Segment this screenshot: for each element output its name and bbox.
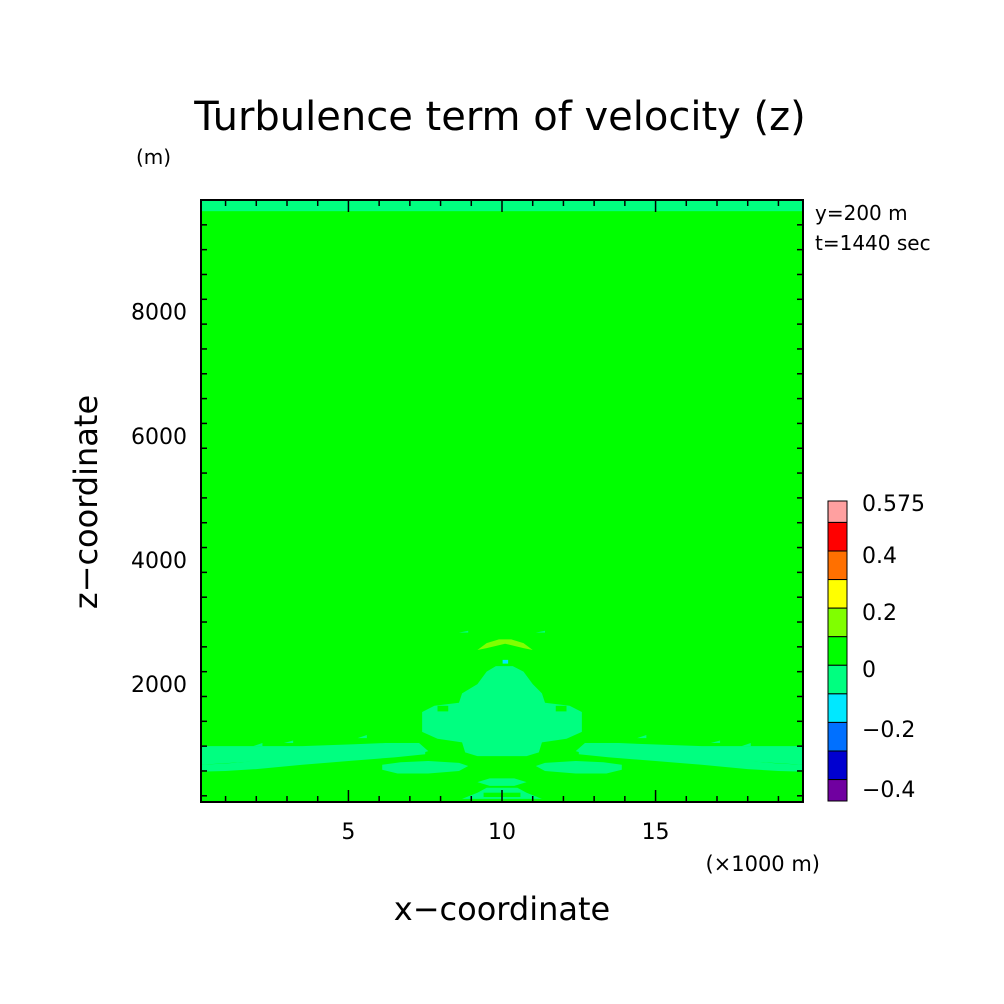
colorbar-label: 0.4 — [862, 544, 897, 569]
colorbar-swatch — [827, 521, 848, 552]
contour-low-blob-right — [535, 761, 622, 774]
colorbar-swatch — [827, 500, 848, 523]
contour-fleck-4 — [710, 740, 721, 744]
y-tick-label: 2000 — [131, 673, 187, 698]
x-unit-label: (×1000 m) — [705, 852, 820, 876]
axes: 5 10 15 2000 4000 6000 8000 — [131, 199, 804, 845]
y-axis-label: z−coordinate — [67, 395, 105, 609]
colorbar-swatch — [827, 721, 848, 752]
y-tick-label: 8000 — [131, 301, 187, 326]
contour-fleck-5 — [741, 743, 751, 747]
colorbar-label: 0.2 — [862, 601, 897, 626]
contour-bottom-blob — [477, 778, 527, 786]
contour-right-band — [575, 743, 803, 765]
contour-right-band-lower — [578, 749, 803, 772]
chart-title: Turbulence term of velocity (z) — [193, 94, 806, 140]
contour-low-blob-left — [382, 761, 469, 774]
x-tick-label: 5 — [341, 820, 355, 845]
colorbar-swatch — [827, 550, 848, 581]
colorbar-label: −0.4 — [862, 778, 915, 803]
colorbar-swatch — [827, 779, 848, 802]
colorbar-swatch — [827, 664, 848, 695]
colorbar-label: 0.575 — [862, 492, 925, 517]
contour-fleck-0 — [253, 743, 263, 747]
x-tick-label: 10 — [488, 820, 516, 845]
annotation-t: t=1440 sec — [815, 231, 931, 255]
colorbar-swatch — [827, 607, 848, 638]
colorbar-swatch — [827, 579, 848, 609]
contour-fleck-3 — [637, 734, 647, 739]
colorbar-swatch — [827, 750, 848, 781]
contour-central-plume — [422, 666, 582, 757]
contour-small-spot — [502, 659, 509, 664]
plume-notch-left — [437, 705, 449, 712]
colorbar-swatch — [827, 636, 848, 666]
contour-fleck-1 — [283, 740, 294, 744]
y-tick-label: 4000 — [131, 549, 187, 574]
contour-left-band-lower — [201, 749, 426, 772]
contour-positive-arc — [477, 639, 533, 650]
annotation-y: y=200 m — [815, 201, 908, 225]
y-tick-label: 6000 — [131, 425, 187, 450]
x-tick-label: 15 — [642, 820, 670, 845]
contour-fleck-2 — [357, 734, 367, 739]
contour-fleck-6 — [459, 630, 469, 633]
colorbar-label: 0 — [862, 658, 876, 683]
plot-area — [201, 200, 803, 802]
y-unit-label: (m) — [136, 145, 171, 169]
plume-notch-right — [555, 705, 567, 712]
contour-fleck-7 — [535, 630, 545, 633]
colorbar-label: −0.2 — [862, 718, 915, 743]
contour-left-band — [201, 743, 429, 765]
colorbar-swatch — [827, 693, 848, 723]
x-axis-label: x−coordinate — [394, 890, 610, 928]
colorbar: 0.575 0.4 0.2 0 −0.2 −0.4 — [827, 492, 925, 803]
